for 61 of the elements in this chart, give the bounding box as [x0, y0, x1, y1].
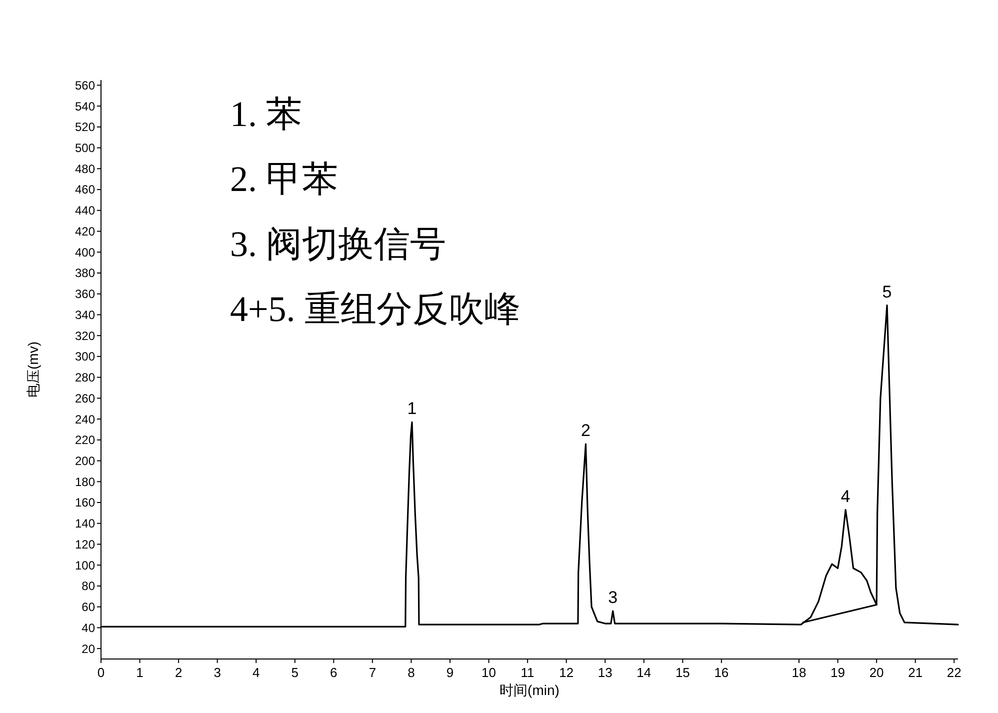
annotation: 1. 苯 — [230, 94, 302, 134]
y-tick-label: 480 — [74, 162, 96, 176]
y-tick-label: 420 — [74, 224, 96, 238]
x-tick-label: 8 — [408, 665, 415, 680]
y-tick-label: 40 — [82, 620, 96, 635]
x-tick-label: 13 — [598, 665, 612, 680]
y-tick-label: 220 — [74, 433, 96, 448]
annotation: 5 — [882, 282, 892, 302]
y-tick-label: 400 — [74, 245, 96, 260]
annotation: 2 — [580, 421, 590, 440]
y-tick-label: 300 — [74, 350, 96, 364]
y-tick-label: 140 — [74, 516, 96, 531]
y-tick-label: 180 — [74, 474, 96, 489]
x-tick-label: 21 — [908, 665, 923, 680]
annotation: 3. 阀切换信号 — [230, 224, 446, 264]
x-tick-label: 12 — [559, 665, 574, 680]
x-tick-label: 9 — [446, 665, 454, 680]
annotation: 4+5. 重组分反吹峰 — [230, 289, 520, 329]
x-tick-label: 4 — [252, 665, 260, 680]
y-tick-label: 20 — [82, 642, 96, 656]
y-tick-label: 560 — [74, 78, 96, 92]
y-tick-label: 380 — [74, 266, 96, 280]
y-tick-label: 460 — [74, 182, 96, 197]
y-tick-label: 320 — [74, 328, 96, 343]
y-tick-label: 80 — [82, 579, 96, 594]
x-tick-label: 19 — [830, 665, 846, 680]
x-tick-label: 7 — [368, 665, 376, 680]
y-tick-label: 60 — [82, 600, 96, 614]
x-tick-label: 5 — [291, 665, 299, 680]
annotation: 3 — [608, 588, 618, 608]
x-axis-title: 时间(min) — [500, 682, 560, 698]
x-tick-label: 10 — [482, 665, 496, 680]
annotation: 2. 甲苯 — [230, 159, 338, 199]
y-tick-label: 160 — [74, 496, 96, 510]
annotation: 1 — [407, 399, 417, 418]
x-tick-label: 3 — [214, 665, 221, 680]
y-tick-label: 440 — [74, 204, 96, 218]
y-tick-label: 240 — [74, 412, 96, 426]
y-axis-title: 电压(mv) — [25, 342, 41, 398]
y-tick-label: 120 — [74, 537, 96, 552]
y-tick-label: 360 — [74, 287, 96, 302]
x-tick-label: 20 — [869, 665, 884, 680]
x-tick-label: 11 — [520, 665, 534, 680]
y-tick-label: 200 — [74, 454, 96, 468]
x-tick-label: 2 — [174, 665, 182, 680]
y-tick-label: 540 — [74, 99, 96, 114]
y-tick-label: 260 — [74, 391, 96, 406]
y-tick-label: 500 — [74, 141, 96, 156]
x-tick-label: 18 — [792, 665, 806, 680]
x-tick-label: 22 — [946, 665, 962, 680]
x-tick-label: 6 — [330, 665, 338, 680]
y-tick-label: 520 — [74, 120, 96, 134]
x-tick-label: 1 — [136, 665, 144, 680]
annotation: 4 — [840, 486, 850, 506]
x-tick-label: 14 — [636, 665, 652, 680]
y-tick-label: 280 — [74, 370, 96, 385]
y-tick-label: 340 — [74, 308, 96, 322]
y-tick-label: 100 — [74, 558, 96, 572]
x-tick-label: 0 — [97, 665, 105, 680]
x-tick-label: 15 — [675, 665, 690, 680]
x-tick-label: 16 — [714, 665, 729, 680]
